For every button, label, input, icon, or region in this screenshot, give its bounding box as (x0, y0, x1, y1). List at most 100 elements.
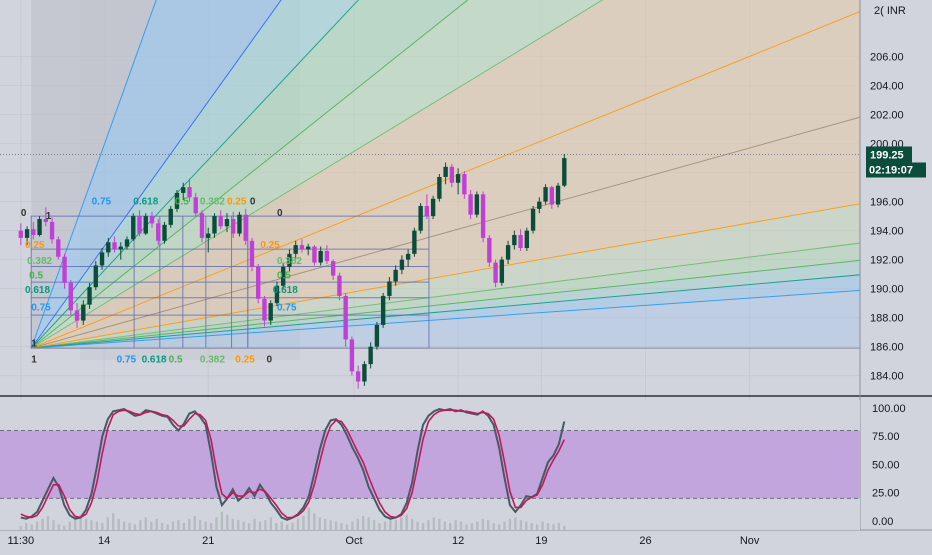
volume-bar (220, 511, 224, 530)
fan-label: 0.618 (273, 285, 298, 296)
volume-bar (35, 521, 39, 530)
candle-body (149, 216, 155, 224)
candle-body (362, 364, 367, 382)
volume-bar (242, 521, 245, 530)
volume-bar (492, 523, 495, 530)
stoch-tick-label: 50.00 (872, 459, 900, 471)
volume-bar (487, 520, 490, 530)
stoch-tick-label: 75.00 (872, 431, 900, 443)
candle-body (305, 246, 311, 250)
volume-bar (443, 521, 446, 530)
candle-body (405, 253, 411, 260)
candle-body (530, 208, 536, 231)
candle-body (143, 216, 148, 234)
last-price-label: 199.25 (870, 149, 904, 161)
candle-body (187, 187, 192, 198)
candle-body (505, 245, 511, 260)
volume-bar (275, 523, 278, 530)
candle-body (37, 219, 42, 235)
volume-bar (280, 521, 283, 530)
price-tick-label: 190.00 (870, 284, 904, 296)
volume-bar (367, 517, 370, 530)
candle-body (512, 234, 517, 246)
time-tick-label: 26 (639, 535, 651, 547)
candle-body (243, 214, 248, 241)
fan-label: 0 (277, 208, 283, 219)
volume-bar (362, 516, 365, 530)
volume-bar (90, 520, 93, 530)
volume-bar (79, 514, 82, 530)
fan-ray (31, 259, 860, 349)
volume-bar (144, 517, 148, 530)
volume-bar (514, 517, 517, 530)
candle-body (256, 266, 261, 299)
candle-body (443, 166, 448, 177)
candle-body (181, 187, 186, 193)
volume-bars (19, 507, 566, 530)
volume-bar (334, 521, 338, 530)
time-axis: 11:30 14 21 Oct 12 19 26 Nov (7, 535, 759, 547)
candle-body (68, 282, 73, 311)
volume-bar (264, 520, 267, 530)
fan-label: 0.75 (31, 302, 51, 313)
candle-body (337, 275, 342, 296)
candle-body (480, 194, 486, 238)
volume-bar (68, 521, 71, 530)
candle-body (318, 250, 323, 263)
volume-bar (269, 517, 273, 530)
fan-ray (31, 242, 860, 349)
volume-bar (530, 523, 533, 530)
stoch-band (0, 430, 860, 499)
volume-bar (177, 520, 180, 530)
volume-bar (329, 520, 332, 530)
volume-bar (112, 513, 115, 530)
candle-body (430, 198, 436, 217)
volume-bar (438, 518, 441, 530)
volume-bar (231, 518, 234, 530)
candle-body (418, 205, 423, 231)
volume-bar (258, 521, 262, 530)
candle-body (355, 371, 361, 382)
candle-body (156, 223, 161, 241)
volume-bar (519, 520, 523, 530)
candle-body (343, 295, 348, 340)
volume-bar (400, 517, 403, 530)
candle-body (131, 216, 136, 240)
volume-bar (226, 514, 229, 530)
fan-label: 0.618 (25, 285, 50, 296)
volume-bar (171, 521, 175, 530)
candle-body (330, 261, 336, 276)
volume-bar (247, 523, 251, 530)
fan-label: 0.25 (235, 355, 255, 366)
volume-bar (307, 507, 311, 530)
fan-label: 0.5 (29, 271, 43, 282)
fan-label: 0 (250, 197, 256, 208)
fan-ray (31, 11, 860, 349)
candle-body (474, 194, 480, 215)
candle-body (18, 230, 24, 238)
volume-bar (497, 524, 501, 530)
fan-label: 0.5 (169, 355, 183, 366)
volume-bar (30, 524, 33, 530)
volume-bar (405, 514, 408, 530)
volume-bar (25, 523, 28, 530)
fan-label: 0.382 (277, 256, 302, 267)
volume-bar (372, 520, 376, 530)
candle-body (31, 229, 36, 235)
time-tick-label: 11:30 (7, 535, 34, 547)
volume-bar (525, 521, 528, 530)
candles (18, 153, 567, 389)
volume-bar (313, 513, 316, 530)
candle-body (262, 298, 267, 321)
price-tick-label: 184.00 (870, 371, 904, 383)
countdown-label: 02:19:07 (869, 164, 913, 176)
time-tick-label: Nov (740, 535, 760, 547)
volume-bar (95, 521, 99, 530)
fan-label: 0.25 (227, 197, 247, 208)
price-tick-label: 196.00 (870, 197, 904, 209)
fan-label: 0.5 (175, 197, 189, 208)
volume-bar (421, 523, 425, 530)
price-tick-label: 188.00 (870, 313, 904, 325)
